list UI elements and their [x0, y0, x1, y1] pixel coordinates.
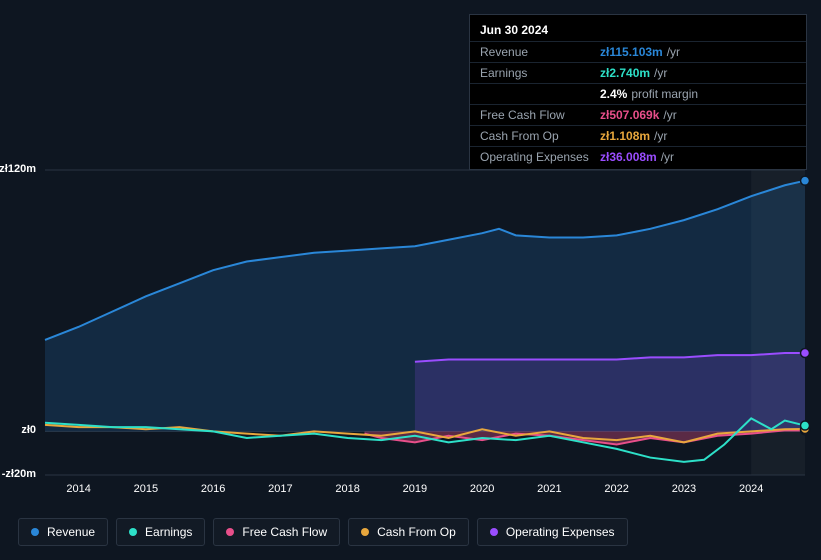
legend-label: Earnings — [145, 525, 192, 539]
tooltip-row-value: zł36.008m — [600, 150, 657, 164]
x-axis-label: 2016 — [201, 483, 225, 495]
tooltip-row-suffix: /yr — [661, 150, 674, 164]
tooltip-rows: Revenuezł115.103m/yrEarningszł2.740m/yr2… — [470, 41, 806, 167]
tooltip-row-suffix: /yr — [654, 66, 667, 80]
legend-item[interactable]: Free Cash Flow — [213, 518, 340, 546]
x-axis-label: 2021 — [537, 483, 561, 495]
legend-dot-icon — [31, 528, 39, 536]
x-axis-label: 2024 — [739, 483, 763, 495]
legend-item[interactable]: Cash From Op — [348, 518, 469, 546]
x-axis-label: 2022 — [604, 483, 628, 495]
y-axis-label: zł120m — [0, 163, 36, 175]
tooltip-row-value-wrap: zł2.740m/yr — [600, 65, 667, 81]
chart-svg — [45, 170, 805, 475]
legend-item[interactable]: Revenue — [18, 518, 108, 546]
chart-plot-area[interactable] — [45, 170, 805, 475]
tooltip-row: Operating Expenseszł36.008m/yr — [470, 146, 806, 167]
x-axis-label: 2020 — [470, 483, 494, 495]
tooltip-row-note-wrap: 2.4% profit margin — [600, 86, 698, 102]
y-axis-label: zł0 — [21, 424, 36, 436]
tooltip-row: Free Cash Flowzł507.069k/yr — [470, 104, 806, 125]
legend-dot-icon — [129, 528, 137, 536]
x-axis-label: 2015 — [134, 483, 158, 495]
legend-label: Free Cash Flow — [242, 525, 327, 539]
x-axis-label: 2014 — [66, 483, 90, 495]
tooltip-row-value-wrap: zł1.108m/yr — [600, 128, 667, 144]
tooltip-row-value: zł2.740m — [600, 66, 650, 80]
tooltip-row-suffix: /yr — [663, 108, 676, 122]
tooltip-note-strong: 2.4% — [600, 87, 627, 101]
tooltip-row-value: zł507.069k — [600, 108, 659, 122]
tooltip-row-label: Free Cash Flow — [480, 107, 600, 123]
tooltip-row-suffix: /yr — [667, 45, 680, 59]
tooltip-panel: Jun 30 2024 Revenuezł115.103m/yrEarnings… — [469, 14, 807, 170]
tooltip-row-label: Revenue — [480, 44, 600, 60]
x-axis-label: 2023 — [672, 483, 696, 495]
legend: Revenue Earnings Free Cash Flow Cash From O… — [18, 518, 628, 546]
tooltip-note: profit margin — [631, 87, 698, 101]
tooltip-row-value: zł1.108m — [600, 129, 650, 143]
legend-item[interactable]: Earnings — [116, 518, 205, 546]
page: zł120m zł0 -zł20m 2014 2015 2016 2017 2018 2019… — [0, 0, 821, 560]
x-axis-label: 2018 — [335, 483, 359, 495]
tooltip-row-value-wrap: zł507.069k/yr — [600, 107, 677, 123]
tooltip-row-note: 2.4% profit margin — [470, 83, 806, 104]
tooltip-row-label: Operating Expenses — [480, 149, 600, 165]
x-axis-labels: 2014 2015 2016 2017 2018 2019 2020 2021 2022 2023… — [45, 483, 805, 501]
tooltip-row-spacer — [480, 86, 600, 102]
legend-label: Revenue — [47, 525, 95, 539]
tooltip-row: Revenuezł115.103m/yr — [470, 41, 806, 62]
tooltip-row: Cash From Opzł1.108m/yr — [470, 125, 806, 146]
tooltip-row-value: zł115.103m — [600, 45, 663, 59]
tooltip-row: Earningszł2.740m/yr — [470, 62, 806, 83]
legend-label: Cash From Op — [377, 525, 456, 539]
x-axis-label: 2019 — [403, 483, 427, 495]
x-axis-label: 2017 — [268, 483, 292, 495]
tooltip-row-label: Earnings — [480, 65, 600, 81]
tooltip-row-value-wrap: zł36.008m/yr — [600, 149, 674, 165]
tooltip-date: Jun 30 2024 — [470, 17, 806, 41]
legend-label: Operating Expenses — [506, 525, 615, 539]
legend-dot-icon — [490, 528, 498, 536]
tooltip-row-label: Cash From Op — [480, 128, 600, 144]
legend-dot-icon — [361, 528, 369, 536]
y-axis-label: -zł20m — [2, 468, 36, 480]
legend-dot-icon — [226, 528, 234, 536]
tooltip-row-value-wrap: zł115.103m/yr — [600, 44, 680, 60]
legend-item[interactable]: Operating Expenses — [477, 518, 628, 546]
tooltip-row-suffix: /yr — [654, 129, 667, 143]
